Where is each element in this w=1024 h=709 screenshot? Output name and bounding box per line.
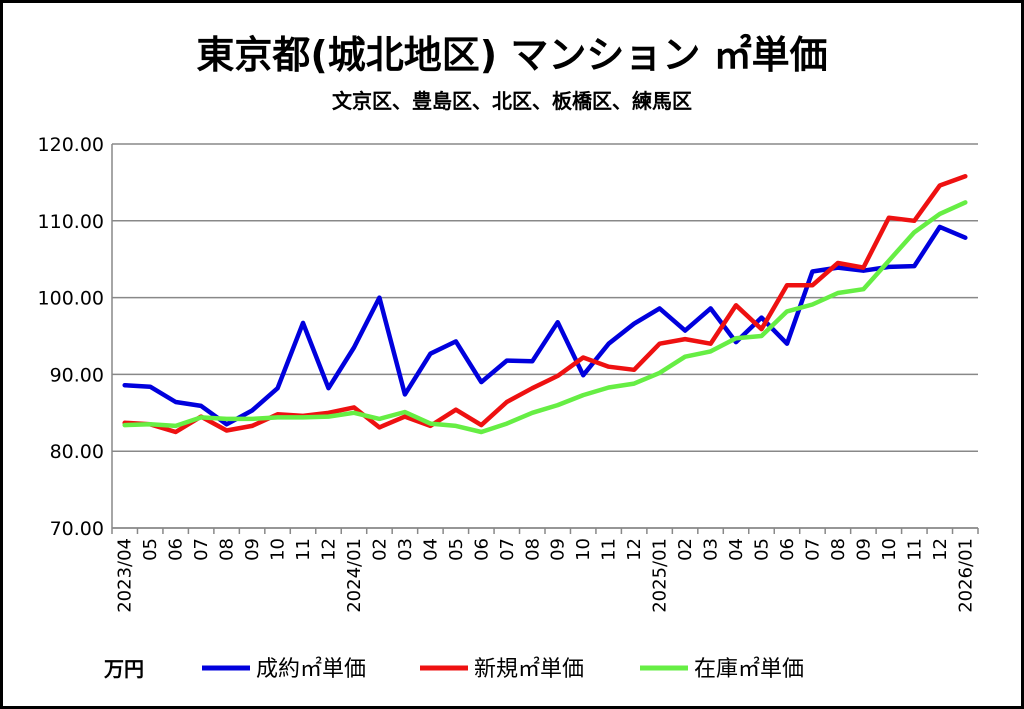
x-tick-label: 10 [879,538,900,561]
x-tick-label: 11 [293,538,314,561]
y-tick-label: 90.00 [50,364,104,386]
chart-subtitle: 文京区、豊島区、北区、板橋区、練馬区 [332,89,692,113]
x-tick-label: 10 [573,538,594,561]
x-tick-label: 11 [904,538,925,561]
x-tick-label: 2026/01 [955,538,976,613]
x-tick-label: 08 [828,538,849,561]
x-tick-label: 08 [522,538,543,561]
y-axis: 120.00 110.00 100.00 90.00 80.00 70.00 [38,134,113,540]
x-tick-label: 06 [166,538,187,561]
x-tick-label: 09 [242,538,263,561]
unit-label: 万円 [103,657,144,681]
x-tick-label: 07 [497,538,518,561]
x-tick-label: 05 [446,538,467,561]
chart-title: 東京都(城北地区) マンション ㎡単価 [196,33,827,77]
y-tick-label: 80.00 [50,441,104,463]
series-line-contract [122,224,968,427]
x-tick-label: 07 [191,538,212,561]
x-tick-label: 06 [777,538,798,561]
legend-label-stock: 在庫㎡単価 [694,656,804,682]
y-tick-label: 100.00 [38,288,104,310]
x-tick-label: 03 [701,538,722,561]
x-tick-label: 06 [471,538,492,561]
x-tick-label: 07 [802,538,823,561]
legend-label-contract: 成約㎡単価 [256,656,366,682]
x-tick-label: 02 [675,538,696,561]
x-tick-label: 04 [726,538,747,561]
x-axis: 2023/04 05 06 07 08 09 10 11 12 2024/01 02 03 04 05 06… [111,527,979,613]
x-tick-label: 02 [369,538,390,561]
x-tick-label: 04 [420,538,441,561]
x-tick-label: 09 [853,538,874,561]
x-tick-label: 12 [930,538,951,561]
legend: 万円 成約㎡単価 新規㎡単価 在庫㎡単価 [103,656,804,682]
x-tick-label: 05 [752,538,773,561]
x-tick-label: 10 [268,538,289,561]
x-tick-label: 05 [140,538,161,561]
series-line-stock [122,200,968,435]
y-tick-label: 70.00 [50,518,104,540]
x-tick-label: 12 [624,538,645,561]
y-tick-label: 120.00 [38,134,104,156]
x-tick-label: 2023/04 [115,538,136,613]
legend-label-new: 新規㎡単価 [474,656,584,682]
x-tick-label: 11 [599,538,620,561]
y-tick-label: 110.00 [38,211,104,233]
x-tick-label: 2024/01 [344,538,365,613]
x-tick-label: 03 [395,538,416,561]
series-lines [122,174,968,435]
x-tick-label: 08 [217,538,238,561]
x-tick-label: 2025/01 [650,538,671,613]
x-tick-label: 09 [548,538,569,561]
x-tick-label: 12 [319,538,340,561]
